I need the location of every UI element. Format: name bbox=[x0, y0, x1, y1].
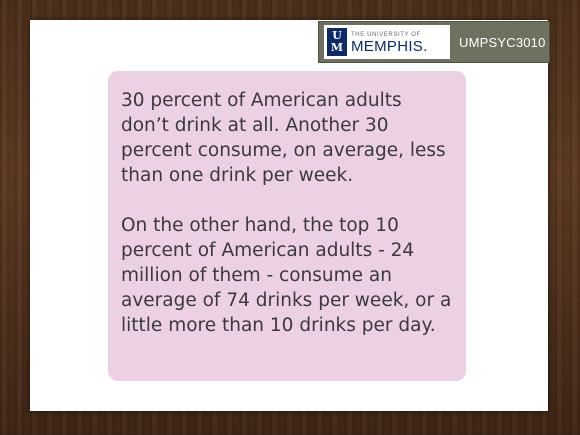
paragraph-1: 30 percent of American adults don’t drin… bbox=[121, 90, 446, 186]
logo-main-text: MEMPHIS. bbox=[351, 37, 428, 55]
content-box: 30 percent of American adults don’t drin… bbox=[108, 71, 466, 381]
slide: U M THE UNIVERSITY OF MEMPHIS. UMPSYC301… bbox=[30, 20, 550, 411]
university-logo: U M THE UNIVERSITY OF MEMPHIS. bbox=[324, 25, 450, 59]
header-banner: U M THE UNIVERSITY OF MEMPHIS. UMPSYC301… bbox=[318, 21, 550, 63]
logo-mark-top: U bbox=[332, 29, 342, 42]
course-code: UMPSYC3010 bbox=[459, 34, 546, 50]
logo-top-line: THE UNIVERSITY OF bbox=[351, 31, 421, 38]
logo-mark-bottom: M bbox=[330, 41, 344, 54]
paragraph-2: On the other hand, the top 10 percent of… bbox=[121, 215, 452, 336]
um-logo-mark: U M bbox=[327, 28, 347, 56]
logo-text: THE UNIVERSITY OF MEMPHIS. bbox=[351, 31, 428, 54]
